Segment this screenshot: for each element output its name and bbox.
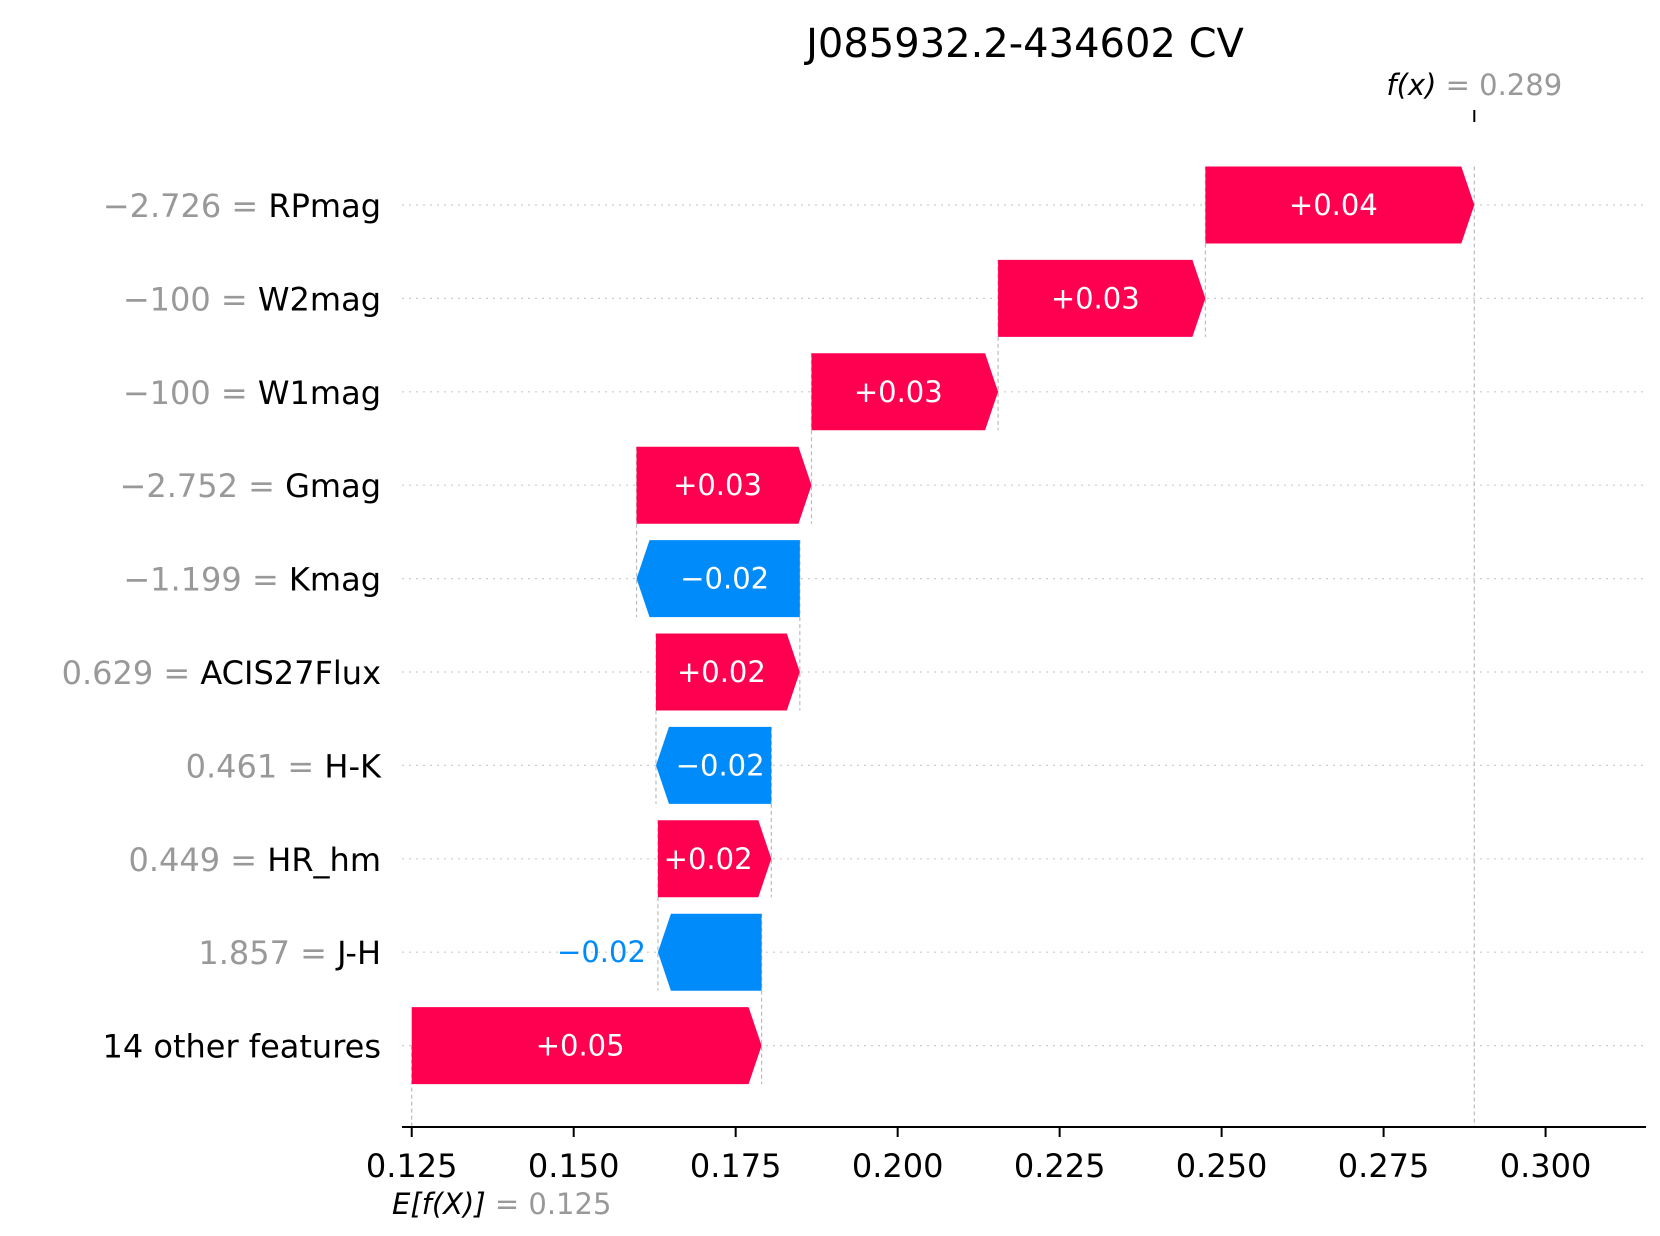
x-tick-label: 0.250 (1176, 1147, 1268, 1185)
feature-name: W2mag (258, 280, 381, 318)
feature-value: −2.726 = (103, 187, 269, 225)
reference-labels: f(x) = 0.289 E[f(X)] = 0.125 (392, 68, 1562, 1221)
feature-value: −100 = (123, 280, 258, 318)
contribution-bar (1205, 166, 1475, 244)
output-value-label: f(x) = 0.289 (1386, 68, 1562, 102)
contribution-bar (636, 446, 812, 524)
feature-value: 1.857 = (198, 934, 337, 972)
feature-name: H-K (324, 747, 382, 785)
bar-value-label: −0.02 (676, 748, 765, 782)
feature-label: 0.449 = HR_hm (128, 841, 381, 879)
bar-value-label: +0.04 (1289, 188, 1378, 222)
feature-value: 0.629 = (62, 654, 201, 692)
contribution-bar (655, 726, 772, 804)
feature-label: 1.857 = J-H (198, 934, 381, 972)
bar-value-label: +0.05 (536, 1029, 625, 1063)
x-tick-label: 0.175 (690, 1147, 782, 1185)
contribution-bar (998, 259, 1206, 337)
feature-label: −2.726 = RPmag (103, 187, 381, 225)
x-tick-label: 0.275 (1338, 1147, 1430, 1185)
contribution-bar (811, 353, 999, 431)
bar-value-label: +0.02 (664, 842, 753, 876)
connector-lines (411, 110, 1476, 1127)
feature-label: −100 = W2mag (123, 280, 381, 318)
bar-value-label: +0.03 (1051, 281, 1140, 315)
x-tick-label: 0.300 (1500, 1147, 1592, 1185)
chart-title: J085932.2-434602 CV (803, 21, 1244, 67)
base-value-label: E[f(X)] = 0.125 (392, 1187, 611, 1221)
contribution-bar (657, 913, 762, 991)
feature-name: W1mag (258, 374, 381, 412)
feature-name: Gmag (285, 467, 381, 505)
feature-name: 14 other features (102, 1028, 381, 1066)
feature-value: −1.199 = (123, 561, 289, 599)
feature-name: RPmag (268, 187, 381, 225)
feature-label: −2.752 = Gmag (120, 467, 381, 505)
bar-value-label: −0.02 (680, 562, 769, 596)
feature-labels: −2.726 = RPmag−100 = W2mag−100 = W1mag−2… (62, 187, 382, 1066)
contribution-bar (636, 540, 800, 618)
feature-label: 0.461 = H-K (186, 747, 382, 785)
bar-value-label: +0.03 (854, 375, 943, 409)
base-label-prefix: E[f(X)] (392, 1187, 486, 1221)
feature-name: J-H (335, 934, 381, 972)
x-tick-label: 0.150 (528, 1147, 620, 1185)
bar-value-label: +0.03 (673, 468, 762, 502)
contribution-bar (657, 820, 772, 898)
bar-value-label: +0.02 (677, 655, 766, 689)
bar-value-label: −0.02 (557, 935, 646, 969)
feature-value: 0.461 = (186, 747, 325, 785)
x-axis: 0.125 0.150 0.175 0.200 0.225 0.250 0.275 0.300 (366, 1126, 1646, 1185)
contribution-bars: +0.04 +0.03 +0.03 +0.03 −0.02 +0.02 −0.02 +0.02… (411, 166, 1475, 1085)
feature-value: −100 = (123, 374, 258, 412)
x-tick-label: 0.225 (1014, 1147, 1106, 1185)
feature-name: ACIS27Flux (200, 654, 381, 692)
feature-label: 14 other features (102, 1028, 381, 1066)
feature-value: −2.752 = (120, 467, 286, 505)
feature-value: 0.449 = (128, 841, 267, 879)
feature-name: HR_hm (267, 841, 381, 879)
base-label-value: = 0.125 (486, 1187, 612, 1221)
contribution-bar (411, 1007, 762, 1085)
x-tick-label: 0.125 (366, 1147, 458, 1185)
contribution-bar (655, 633, 800, 711)
feature-label: −1.199 = Kmag (123, 561, 381, 599)
output-label-value: = 0.289 (1436, 68, 1562, 102)
feature-label: 0.629 = ACIS27Flux (62, 654, 381, 692)
x-tick-label: 0.200 (852, 1147, 944, 1185)
feature-name: Kmag (289, 561, 381, 599)
output-label-prefix: f(x) (1386, 68, 1436, 102)
feature-label: −100 = W1mag (123, 374, 381, 412)
